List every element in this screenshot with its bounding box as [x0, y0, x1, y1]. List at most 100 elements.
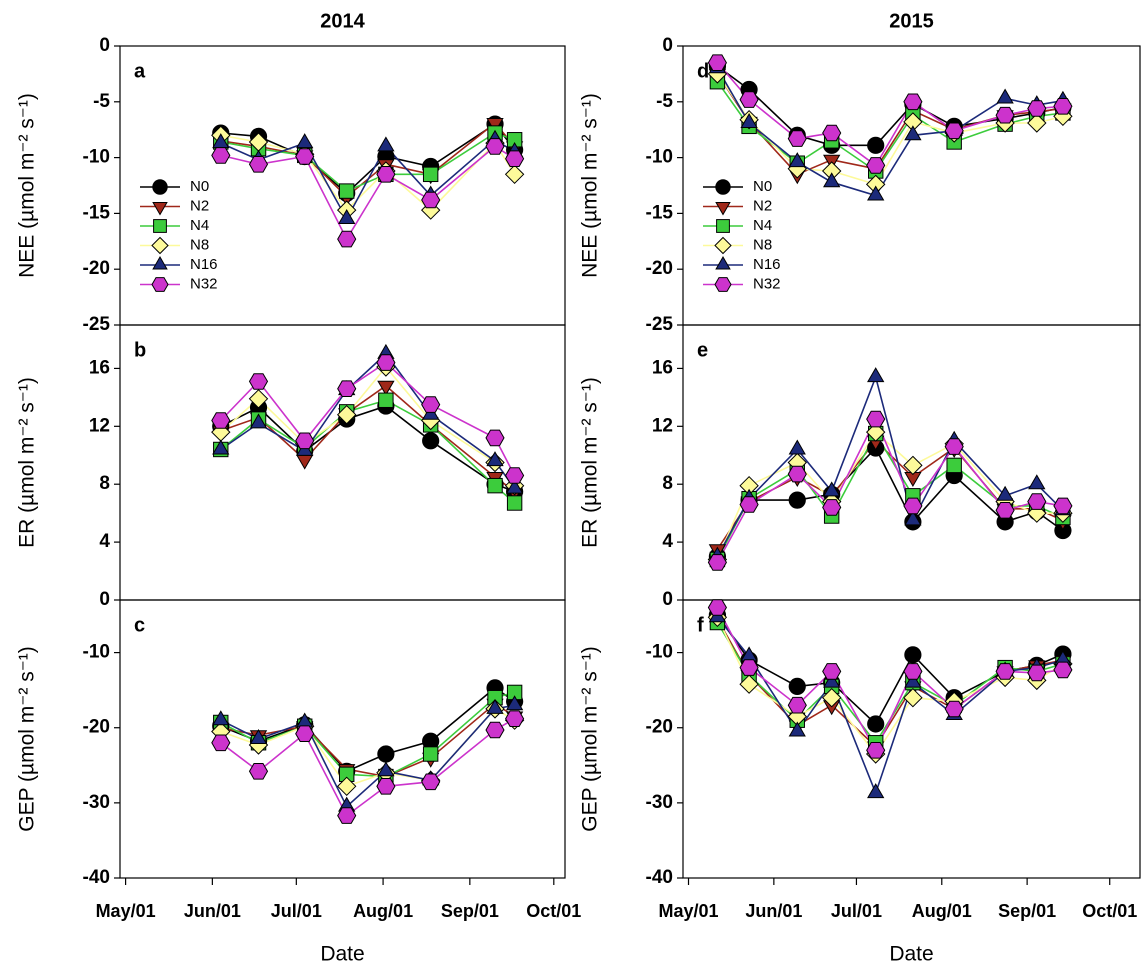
y-tick-label: 12 — [89, 415, 110, 436]
marker — [787, 130, 807, 147]
series-line — [716, 446, 1064, 557]
panel-label: b — [134, 339, 146, 361]
x-axis-label: Date — [889, 943, 933, 966]
marker — [295, 725, 315, 742]
series-line — [716, 73, 1064, 176]
marker — [485, 721, 505, 739]
marker — [337, 807, 357, 824]
marker — [1027, 100, 1047, 117]
marker — [487, 477, 503, 494]
marker — [421, 396, 441, 413]
marker — [211, 412, 231, 429]
legend-marker — [716, 219, 730, 233]
marker — [822, 124, 842, 142]
panel: 0 -5 -10 -15 -20 -25 2014 a NEE (µmol m⁻² s⁻¹) N0… — [16, 10, 566, 335]
y-tick-label: -10 — [83, 642, 110, 663]
legend-marker — [151, 236, 169, 255]
marker — [1027, 664, 1047, 682]
panel: 0 -5 -10 -15 -20 -25 2015 d NEE (µmol m⁻² s⁻¹) N0… — [579, 10, 1141, 335]
marker — [505, 467, 525, 484]
marker — [739, 496, 759, 513]
x-tick-label: Sep/01 — [441, 901, 499, 921]
y-tick-label: -10 — [646, 147, 673, 168]
x-tick-label: Jun/01 — [184, 901, 241, 921]
marker — [248, 156, 269, 173]
marker — [903, 687, 923, 708]
y-axis-label: ER (µmol m⁻² s⁻¹) — [579, 377, 602, 548]
series-line — [716, 417, 1064, 563]
marker — [867, 783, 885, 799]
x-tick-label: Sep/01 — [998, 901, 1056, 921]
marker — [337, 230, 357, 248]
marker — [1053, 497, 1073, 515]
y-axis-label: ER (µmol m⁻² s⁻¹) — [16, 377, 39, 548]
marker — [707, 554, 727, 571]
y-tick-label: -10 — [646, 642, 673, 663]
legend-marker — [715, 255, 731, 270]
legend-marker — [715, 202, 731, 216]
marker — [421, 773, 441, 791]
y-tick-label: 4 — [662, 531, 673, 552]
marker — [995, 106, 1015, 124]
marker — [336, 404, 357, 425]
marker — [946, 457, 962, 474]
series-line — [716, 62, 1063, 167]
series-line — [716, 67, 1064, 197]
marker — [422, 166, 439, 183]
marker — [903, 455, 923, 476]
legend-label: N2 — [753, 197, 772, 214]
marker — [739, 91, 759, 108]
marker — [377, 745, 395, 763]
marker — [788, 439, 806, 455]
marker — [821, 687, 842, 708]
marker — [505, 710, 525, 727]
marker — [823, 672, 841, 688]
marker — [904, 510, 922, 526]
series-line — [220, 686, 516, 773]
legend-label: N0 — [753, 178, 772, 195]
marker — [338, 183, 355, 199]
y-axis-label: NEE (µmol m⁻² s⁻¹) — [16, 93, 39, 278]
marker — [248, 389, 269, 409]
marker — [212, 439, 230, 455]
legend-marker — [153, 219, 167, 233]
marker — [422, 432, 440, 450]
marker — [788, 491, 806, 509]
legend-marker — [152, 255, 168, 270]
marker — [1053, 98, 1073, 115]
marker — [944, 700, 964, 718]
x-tick-label: Aug/01 — [353, 901, 413, 921]
marker — [486, 698, 504, 714]
panel-title: 2014 — [320, 10, 365, 32]
x-tick-label: Jun/01 — [745, 901, 802, 921]
x-axis-label: Date — [320, 943, 364, 966]
marker — [867, 715, 885, 733]
marker — [787, 696, 807, 714]
panel-label: d — [697, 60, 709, 82]
legend-marker — [714, 277, 732, 292]
y-tick-label: -30 — [83, 792, 110, 813]
y-tick-label: 0 — [99, 35, 110, 56]
marker — [1027, 493, 1047, 510]
marker — [903, 663, 923, 680]
marker — [295, 432, 315, 450]
legend-marker — [151, 277, 169, 292]
plot-frame — [119, 599, 566, 879]
marker — [866, 410, 886, 428]
y-tick-label: -20 — [83, 717, 110, 738]
y-tick-label: 8 — [99, 473, 110, 494]
marker — [248, 763, 269, 780]
legend-label: N2 — [190, 197, 209, 214]
marker — [1028, 474, 1046, 490]
series-line — [220, 718, 515, 817]
legend-marker — [715, 179, 731, 195]
marker — [377, 136, 395, 152]
marker — [865, 422, 886, 442]
marker — [1027, 113, 1047, 133]
marker — [996, 88, 1014, 104]
marker — [995, 663, 1015, 680]
marker — [707, 599, 727, 616]
marker — [904, 672, 922, 688]
marker — [505, 150, 525, 167]
y-tick-label: -40 — [83, 867, 110, 888]
